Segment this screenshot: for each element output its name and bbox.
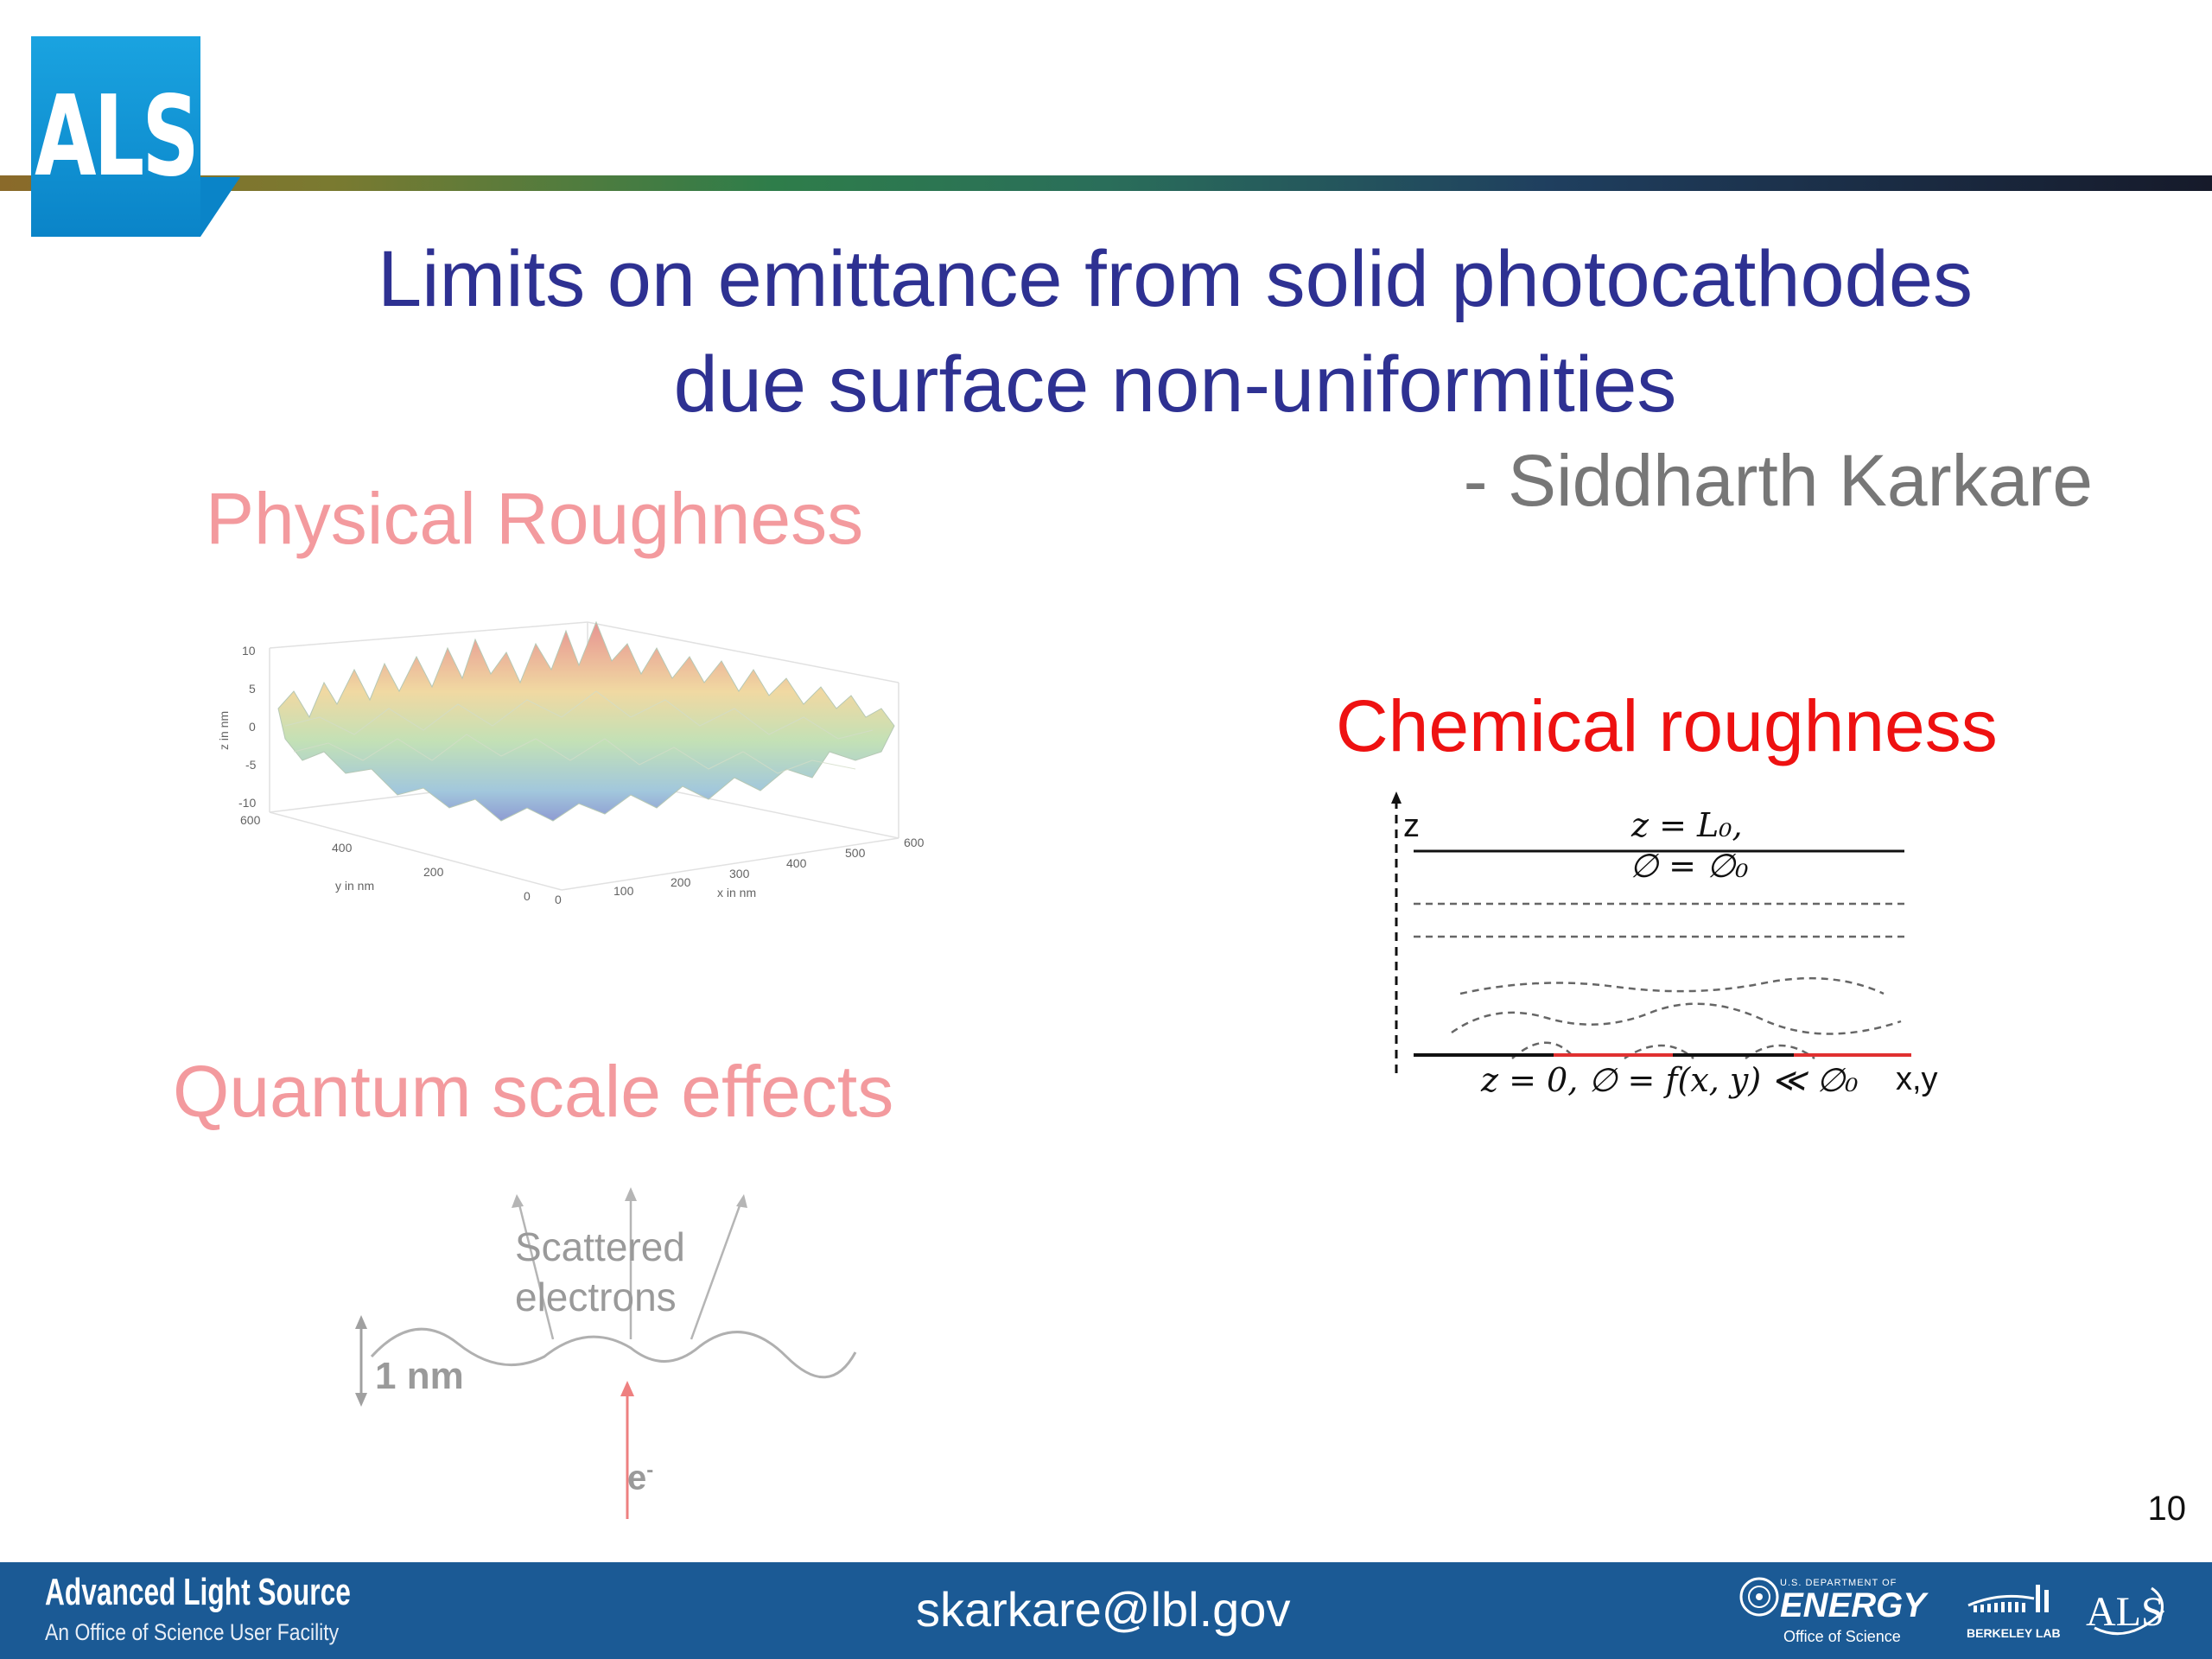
author-name: - Siddharth Karkare (1463, 440, 2093, 521)
height-label: 1 nm (375, 1355, 464, 1397)
electron-symbol: e (627, 1459, 647, 1497)
surface-wave (370, 1327, 857, 1379)
height-arrow (355, 1315, 367, 1407)
xy-axis-label: x,y (1896, 1061, 1938, 1097)
physical-roughness-heading: Physical Roughness (206, 478, 864, 559)
scattered-line-1: Scattered (515, 1224, 685, 1269)
als-orbit-icon (2094, 1586, 2165, 1636)
doe-office-text: Office of Science (1783, 1628, 1901, 1645)
z-tick: 0 (249, 720, 256, 734)
electron-charge: - (646, 1459, 654, 1482)
y-tick: 400 (332, 841, 353, 855)
als-logo (31, 36, 200, 237)
logo-tab-shape (200, 177, 240, 237)
x-tick: 400 (786, 856, 807, 870)
bump-contour (1624, 1044, 1694, 1060)
title-line-2: due surface non-uniformities (673, 340, 1677, 429)
top-equation-2: ∅ = ∅₀ (1630, 847, 1749, 885)
footer-org-name: Advanced Light Source (45, 1571, 351, 1613)
z-tick: 10 (242, 644, 256, 658)
z-axis-label: z in nm (217, 711, 231, 750)
x-tick: 100 (613, 884, 634, 898)
top-equation-1: z = L₀, (1631, 806, 1743, 844)
y-tick: 0 (524, 889, 531, 903)
wavy-level (1459, 976, 1885, 995)
footer-email: skarkare@lbl.gov (916, 1582, 1291, 1637)
title-line-1: Limits on emittance from solid photocath… (377, 235, 1974, 323)
header-gradient-bar (0, 175, 2212, 191)
als-footer-logo: ALS (2086, 1589, 2164, 1635)
page-number: 10 (2147, 1490, 2187, 1528)
scattered-electron-arrows (512, 1187, 747, 1340)
incident-electron-arrow (620, 1381, 634, 1519)
z-tick: 5 (249, 682, 256, 696)
quantum-effects-diagram (355, 1187, 857, 1519)
quantum-effects-heading: Quantum scale effects (173, 1051, 894, 1132)
berkeley-lab-logo-icon (1967, 1585, 2049, 1612)
footer-bar (0, 1562, 2212, 1659)
x-axis-label: x in nm (717, 886, 756, 899)
wavy-level (1451, 1002, 1902, 1035)
z-axis-arrow (1391, 791, 1402, 1078)
z-axis-label: z (1403, 808, 1420, 844)
berkeley-lab-text: BERKELEY LAB (1967, 1626, 2061, 1640)
surface-contours (284, 690, 874, 774)
bump-contour (1511, 1041, 1573, 1059)
chemical-roughness-heading: Chemical roughness (1336, 685, 1998, 766)
bottom-equation: z = 0, ∅ = f(x, y) ≪ ∅₀ (1481, 1061, 1859, 1099)
doe-top-text: U.S. DEPARTMENT OF (1780, 1578, 1897, 1588)
z-tick: -5 (245, 758, 257, 772)
scattered-electrons-label: Scattered electrons (515, 1222, 685, 1322)
slide-title: Limits on emittance from solid photocath… (207, 226, 2143, 437)
chemical-roughness-diagram (1391, 791, 1911, 1078)
als-logo-text: ALS (35, 72, 200, 201)
x-tick: 300 (729, 867, 750, 880)
doe-seal-icon (1739, 1577, 1779, 1617)
x-tick: 600 (904, 836, 925, 849)
x-tick: 200 (671, 875, 691, 889)
y-tick: 600 (240, 813, 261, 827)
y-axis-label: y in nm (335, 879, 374, 893)
electron-label: e- (627, 1459, 653, 1497)
footer-org-subtitle: An Office of Science User Facility (45, 1619, 340, 1645)
y-tick: 200 (423, 865, 444, 879)
z-tick: -10 (238, 796, 256, 810)
x-tick: 500 (845, 846, 866, 860)
doe-energy-text: ENERGY (1780, 1586, 1926, 1624)
surface-mesh (277, 620, 895, 822)
scattered-line-2: electrons (515, 1274, 677, 1319)
x-tick: 0 (555, 893, 562, 906)
surface-roughness-plot: 10 5 0 -5 -10 z in nm 600 400 200 0 y in… (217, 620, 925, 906)
